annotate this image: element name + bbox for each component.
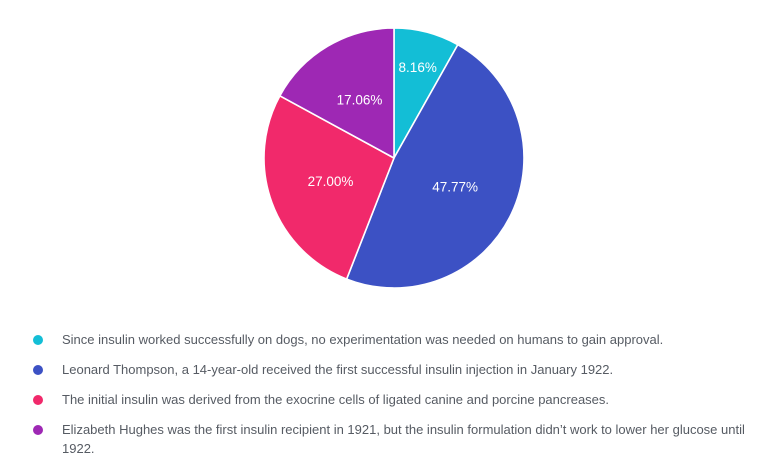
slice-percent-label: 17.06% xyxy=(337,93,383,108)
legend-dot-icon xyxy=(33,364,43,375)
legend-item: Elizabeth Hughes was the first insulin r… xyxy=(33,420,757,458)
pie-slice[interactable] xyxy=(279,27,395,159)
pie-slice[interactable] xyxy=(263,95,395,280)
legend-item: Leonard Thompson, a 14-year-old received… xyxy=(33,360,757,379)
legend-dot-icon xyxy=(33,424,43,435)
slice-percent-label: 8.16% xyxy=(399,60,437,75)
legend-item-label: Elizabeth Hughes was the first insulin r… xyxy=(62,422,745,456)
legend-dot-icon xyxy=(33,334,43,345)
slice-percent-label: 27.00% xyxy=(308,174,354,189)
pie-slice[interactable] xyxy=(345,43,525,289)
pie-chart: 8.16% 47.77% 27.00% 17.06% xyxy=(263,27,525,289)
legend-item-label: The initial insulin was derived from the… xyxy=(62,392,610,407)
legend-item-label: Leonard Thompson, a 14-year-old received… xyxy=(62,362,614,377)
legend-item: The initial insulin was derived from the… xyxy=(33,390,757,409)
pie-legend: Since insulin worked successfully on dog… xyxy=(33,330,757,469)
legend-item: Since insulin worked successfully on dog… xyxy=(33,330,757,349)
legend-item-label: Since insulin worked successfully on dog… xyxy=(62,332,664,347)
slice-percent-label: 47.77% xyxy=(432,180,478,195)
legend-dot-icon xyxy=(33,394,43,405)
